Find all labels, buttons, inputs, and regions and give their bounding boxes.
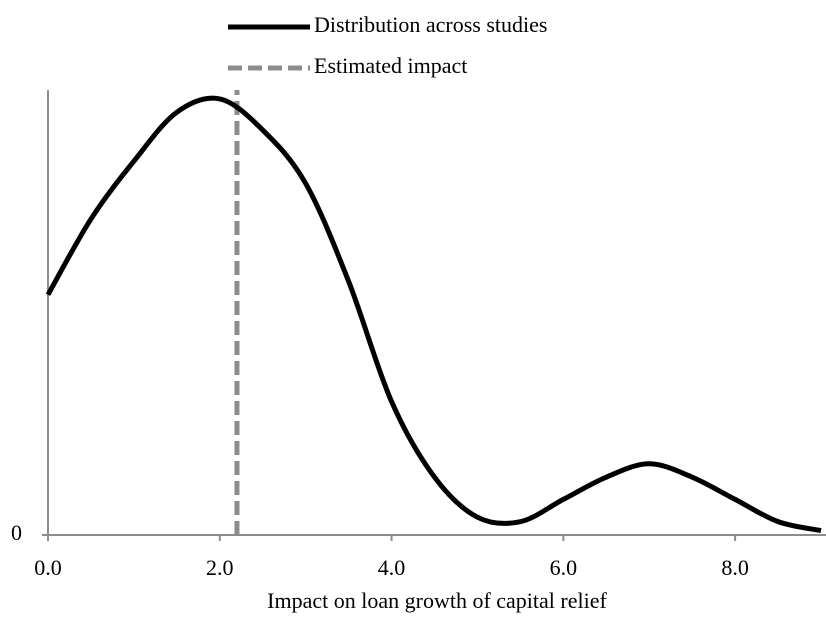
x-tick-label: 8.0 [721, 555, 749, 580]
x-axis-title: Impact on loan growth of capital relief [267, 588, 607, 613]
legend-label: Distribution across studies [314, 12, 547, 37]
line-series [45, 95, 822, 534]
x-tick-label: 6.0 [550, 555, 578, 580]
x-tick-label: 4.0 [378, 555, 406, 580]
x-tick-label: 2.0 [206, 555, 234, 580]
x-tick-label: 0.0 [34, 555, 62, 580]
legend-label: Estimated impact [314, 53, 467, 78]
y-tick-label: 0 [11, 520, 22, 545]
